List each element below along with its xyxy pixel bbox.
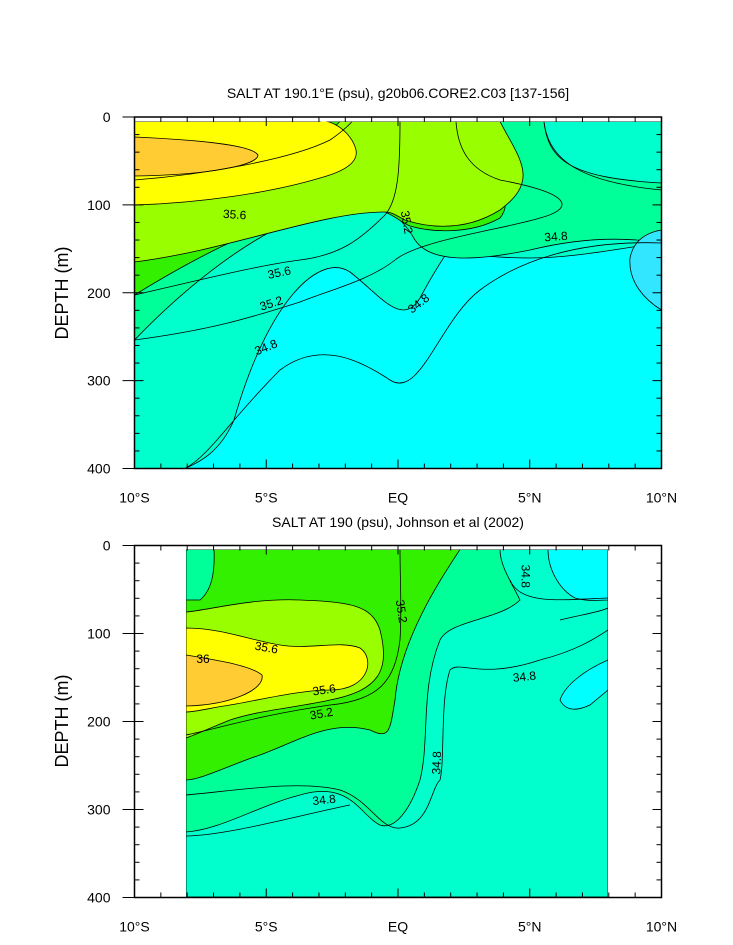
top-y-tick-label: 100 (87, 197, 111, 213)
bottom-x-tick-label: 10°N (646, 919, 677, 935)
bottom-contour-lines (186, 549, 608, 837)
bottom-axes: 10°S 5°S EQ 5°N 10°N 0 100 200 300 400 (87, 538, 677, 935)
bottom-chart-title: SALT AT 190 (psu), Johnson et al (2002) (272, 514, 524, 530)
bottom-contour-label: 34.8 (518, 565, 532, 589)
bottom-contour-labels: 36 35.6 35.6 35.2 34.8 35.2 34.8 34.8 34.8 (196, 565, 537, 808)
top-contour-label: 35.2 (258, 293, 285, 314)
bottom-panel: SALT AT 190 (psu), Johnson et al (2002) … (52, 514, 677, 935)
top-y-tick-label: 300 (87, 373, 111, 389)
bottom-y-tick-label: 200 (87, 714, 111, 730)
bottom-contour-label: 35.6 (254, 639, 280, 657)
top-x-tick-label: EQ (388, 490, 408, 506)
bottom-contour-label: 36 (196, 652, 210, 666)
top-x-tick-label: 10°N (646, 490, 677, 506)
bottom-region-e-34-6 (559, 659, 608, 710)
top-region-34-6 (629, 229, 662, 311)
bottom-region-36 (186, 654, 263, 707)
top-y-tick-label: 200 (87, 285, 111, 301)
bottom-region-ne-34-6 (547, 549, 608, 601)
bottom-contour-label: 35.2 (393, 599, 410, 624)
top-contour-label: 34.8 (544, 229, 569, 245)
bottom-contour-label: 34.8 (312, 792, 337, 808)
bottom-y-tick-label: 0 (103, 538, 111, 554)
bottom-contour-label: 35.2 (309, 705, 335, 723)
bottom-x-tick-label: 10°S (119, 919, 150, 935)
top-contour-labels: 35.635.635.234.835.234.834.8 (223, 207, 569, 358)
top-x-tick-label: 10°S (119, 490, 150, 506)
top-y-axis-label: DEPTH (m) (52, 247, 72, 340)
bottom-region-nw-35-2 (186, 549, 215, 601)
top-y-tick-label: 400 (87, 461, 111, 477)
bottom-contour-label: 34.8 (429, 751, 444, 775)
top-contour-label: 35.6 (223, 207, 248, 223)
bottom-x-tick-label: 5°S (255, 919, 278, 935)
bottom-contour-fills (186, 549, 608, 898)
bottom-contour-label: 34.8 (512, 668, 537, 684)
bottom-x-tick-label: 5°N (518, 919, 542, 935)
top-contour-label: 35.6 (266, 263, 292, 282)
top-x-tick-label: 5°S (255, 490, 278, 506)
bottom-y-tick-label: 300 (87, 802, 111, 818)
bottom-y-axis-label: DEPTH (m) (52, 675, 72, 768)
top-contour-label: 35.2 (398, 210, 416, 236)
top-panel: SALT AT 190.1°E (psu), g20b06.CORE2.C03 … (52, 85, 677, 506)
top-contour-lines (134, 121, 662, 469)
bottom-contour-label: 35.6 (312, 681, 337, 698)
bottom-x-tick-label: EQ (388, 919, 408, 935)
top-chart-title: SALT AT 190.1°E (psu), g20b06.CORE2.C03 … (227, 85, 569, 101)
top-y-tick-label: 0 (103, 109, 111, 125)
bottom-y-tick-label: 400 (87, 890, 111, 906)
top-contour-fills (134, 121, 662, 469)
top-x-tick-label: 5°N (518, 490, 542, 506)
top-axes: 10°S 5°S EQ 5°N 10°N 0 100 200 300 400 (87, 109, 677, 506)
bottom-y-tick-label: 100 (87, 626, 111, 642)
top-region-36 (134, 136, 259, 177)
